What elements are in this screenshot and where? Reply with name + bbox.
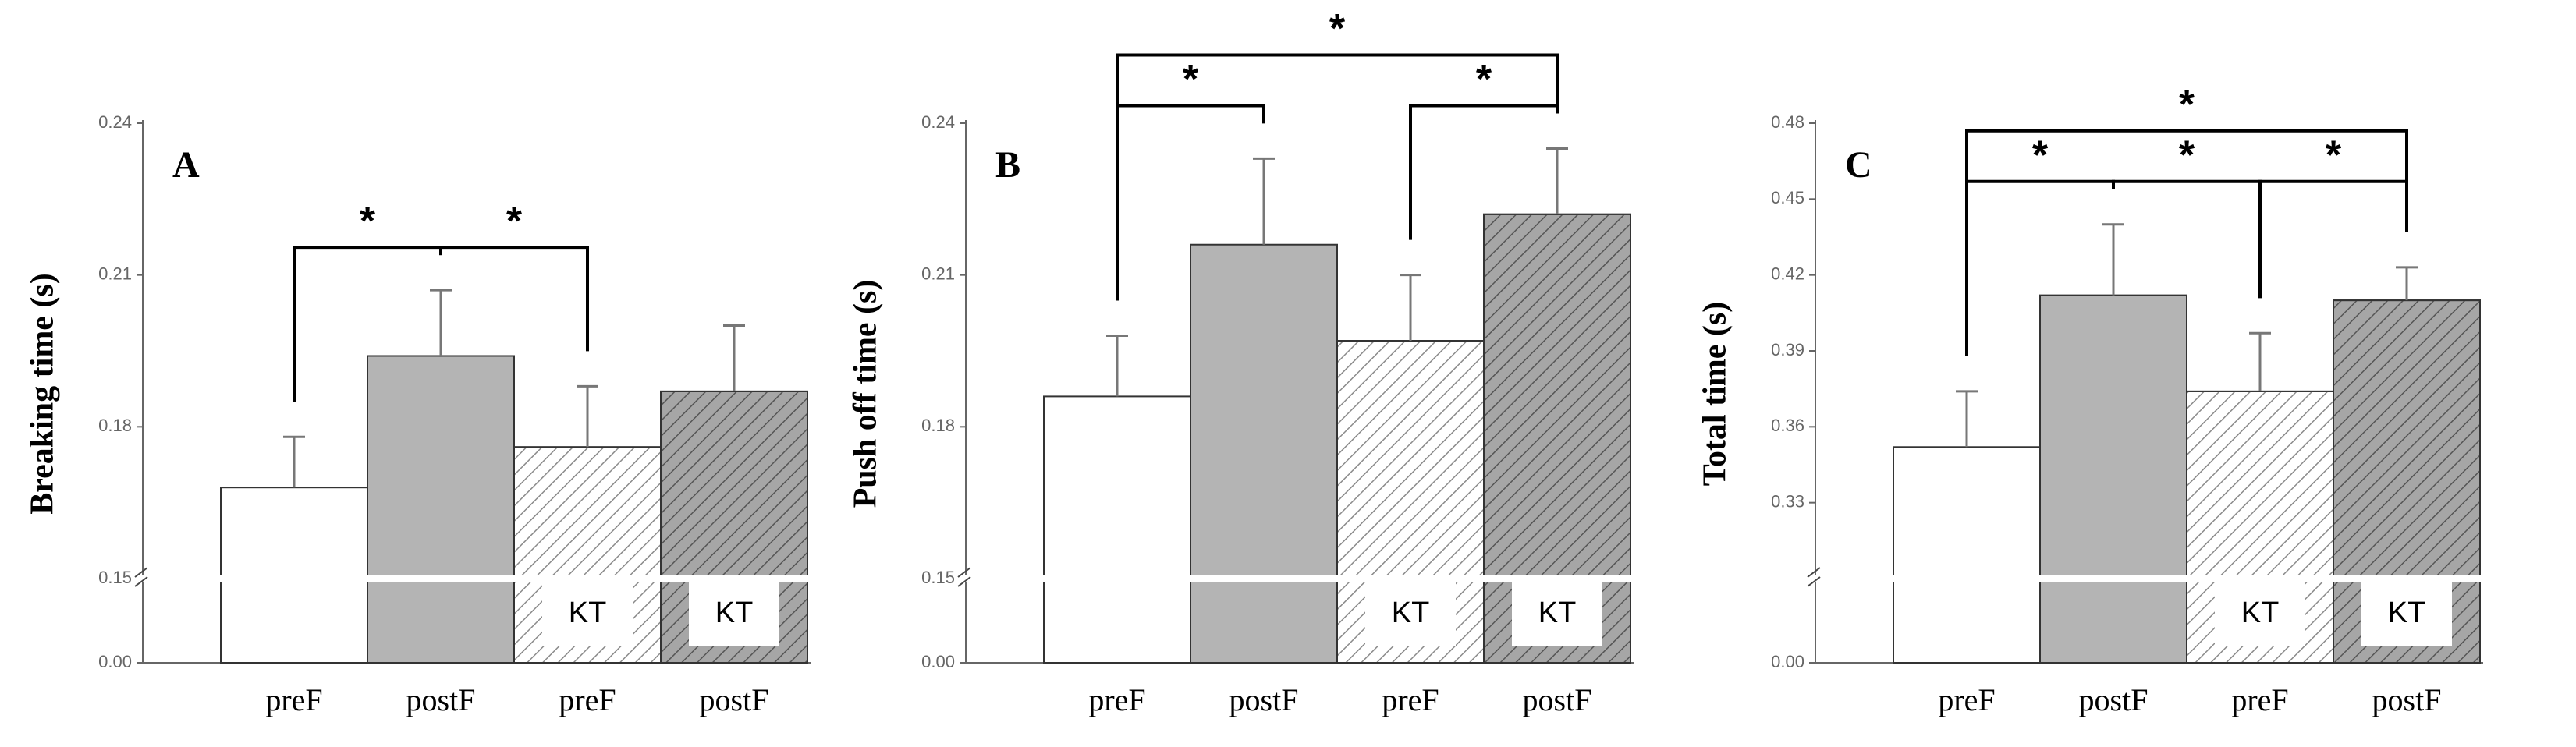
significance-label: * <box>1183 57 1199 102</box>
break-mark <box>134 576 148 587</box>
bracket-line <box>439 246 589 352</box>
y-tick-label: 0.48 <box>1771 112 1804 132</box>
significance-label: * <box>2179 83 2195 128</box>
y-tick-label: 0.00 <box>98 652 132 671</box>
significance-bracket: * <box>2258 133 2408 299</box>
significance-bracket: * <box>1965 83 2408 356</box>
x-tick-label: preF <box>265 682 322 717</box>
break-mark <box>957 567 971 578</box>
significance-bracket: * <box>1409 57 1559 240</box>
x-tick-label: preF <box>2231 682 2288 717</box>
axis-break <box>1806 575 2494 582</box>
significance-label: * <box>360 199 376 244</box>
significance-label: * <box>2326 133 2342 179</box>
label-box <box>542 580 633 646</box>
y-tick-label: 0.24 <box>98 112 132 132</box>
break-mark <box>1807 576 1821 587</box>
bar-label: KT <box>569 597 607 629</box>
y-tick-label: 0.36 <box>1771 416 1804 435</box>
panel-label: A <box>172 144 200 186</box>
y-tick-label: 0.00 <box>1771 652 1804 671</box>
bracket-line <box>1965 129 2408 356</box>
significance-label: * <box>1329 6 1346 51</box>
x-tick-label: postF <box>1229 682 1299 717</box>
bar-label: KT <box>1392 597 1430 629</box>
significance-label: * <box>506 199 523 244</box>
x-tick-label: postF <box>1523 682 1592 717</box>
bar-label: KT <box>1538 597 1577 629</box>
significance-label: * <box>2179 133 2195 179</box>
bar <box>1043 395 1191 664</box>
axis-break <box>956 575 1645 582</box>
bracket-line <box>2258 179 2408 299</box>
panel-label: C <box>1845 144 1872 186</box>
label-box <box>689 580 779 646</box>
break-mark <box>1807 567 1821 578</box>
break-mark <box>134 567 148 578</box>
y-tick-label: 0.15 <box>921 568 955 587</box>
bracket-line <box>2112 179 2262 299</box>
y-tick-label: 0.21 <box>98 264 132 283</box>
bar <box>1893 446 2041 664</box>
label-box <box>1365 580 1456 646</box>
x-tick-label: preF <box>1382 682 1439 717</box>
panel-label: B <box>995 144 1020 186</box>
y-tick-label: 0.18 <box>921 416 955 435</box>
x-tick-label: preF <box>559 682 616 717</box>
bar-label: KT <box>715 597 754 629</box>
bar-label: KT <box>2241 597 2280 629</box>
break-mark <box>957 576 971 587</box>
bar <box>2039 294 2187 664</box>
label-box <box>2361 580 2452 646</box>
significance-bracket: * <box>2112 133 2262 299</box>
axis-break <box>133 575 821 582</box>
significance-label: * <box>1476 57 1492 102</box>
label-box <box>2215 580 2305 646</box>
x-tick-label: preF <box>1938 682 1995 717</box>
bar <box>367 355 515 664</box>
significance-label: * <box>2032 133 2049 179</box>
y-tick-label: 0.24 <box>921 112 955 132</box>
x-tick-label: postF <box>2372 682 2442 717</box>
y-axis-label: Breaking time (s) <box>25 273 61 515</box>
y-tick-label: 0.21 <box>921 264 955 283</box>
y-tick-label: 0.15 <box>98 568 132 587</box>
y-tick-label: 0.33 <box>1771 491 1804 511</box>
bar-label: KT <box>2388 597 2426 629</box>
significance-bracket: * <box>439 199 589 352</box>
label-box <box>1512 580 1602 646</box>
y-tick-label: 0.39 <box>1771 340 1804 359</box>
x-tick-label: postF <box>406 682 476 717</box>
y-tick-label: 0.00 <box>921 652 955 671</box>
y-axis-label: Push off time (s) <box>848 280 884 508</box>
bar <box>1190 243 1338 664</box>
bracket-line <box>1116 53 1559 301</box>
x-tick-label: preF <box>1088 682 1145 717</box>
y-axis-label: Total time (s) <box>1698 302 1733 486</box>
x-tick-label: postF <box>700 682 769 717</box>
x-tick-label: postF <box>2079 682 2148 717</box>
y-tick-label: 0.42 <box>1771 264 1804 283</box>
y-tick-label: 0.45 <box>1771 188 1804 207</box>
significance-bracket: * <box>1116 6 1559 301</box>
y-tick-label: 0.18 <box>98 416 132 435</box>
